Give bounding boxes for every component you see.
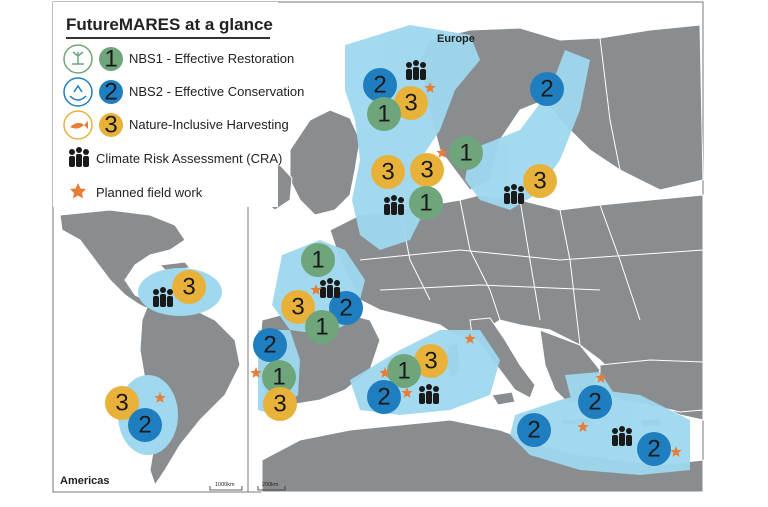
hands-protect-icon xyxy=(63,77,93,107)
site-badge-2: 2 xyxy=(363,68,397,102)
cra-people-icon xyxy=(504,184,524,204)
legend-row-nbs1: 1 NBS1 - Effective Restoration xyxy=(63,44,294,74)
cra-people-icon xyxy=(612,426,632,446)
svg-text:2: 2 xyxy=(263,332,276,359)
legend-label-harvesting: Nature-Inclusive Harvesting xyxy=(129,117,289,132)
svg-text:1: 1 xyxy=(377,101,390,128)
fieldwork-star-icon xyxy=(595,372,607,383)
cra-people-icon xyxy=(384,195,404,215)
harvesting-badge xyxy=(99,113,123,137)
svg-text:3: 3 xyxy=(291,294,304,321)
fieldwork-star-icon xyxy=(577,421,589,432)
legend-label-nbs1: NBS1 - Effective Restoration xyxy=(129,51,294,66)
legend-row-fieldwork: Planned field work xyxy=(70,183,203,200)
svg-text:1: 1 xyxy=(459,140,472,167)
legend-row-harvesting: 3 Nature-Inclusive Harvesting xyxy=(63,110,289,140)
legend-row-nbs2: 2 NBS2 - Effective Conservation xyxy=(63,77,304,107)
svg-text:2: 2 xyxy=(138,412,151,439)
svg-text:2: 2 xyxy=(540,76,553,103)
site-badge-2: 2 xyxy=(253,328,287,362)
site-badge-3: 3 xyxy=(414,344,448,378)
svg-text:2: 2 xyxy=(377,384,390,411)
nbs1-badge xyxy=(99,47,123,71)
site-badge-3: 3 xyxy=(281,290,315,324)
site-badge-3: 3 xyxy=(105,386,139,420)
svg-text:3: 3 xyxy=(533,168,546,195)
site-badge-2: 2 xyxy=(517,413,551,447)
fieldwork-star-icon xyxy=(310,284,322,295)
harvesting-badge-label: 3 xyxy=(104,112,117,139)
site-badge-3: 3 xyxy=(172,270,206,304)
fieldwork-star-icon xyxy=(436,147,448,158)
site-badge-1: 1 xyxy=(305,310,339,344)
site-badge-3: 3 xyxy=(410,153,444,187)
site-badge-2: 2 xyxy=(128,408,162,442)
fieldwork-star-icon xyxy=(670,446,682,457)
site-badge-1: 1 xyxy=(367,97,401,131)
svg-text:3: 3 xyxy=(404,90,417,117)
scalebar-europe: 200km xyxy=(257,482,286,491)
fieldwork-star-icon xyxy=(424,82,436,93)
site-badge-1: 1 xyxy=(262,360,296,394)
site-badge-1: 1 xyxy=(301,243,335,277)
nbs2-badge xyxy=(99,80,123,104)
site-badge-2: 2 xyxy=(578,385,612,419)
svg-text:3: 3 xyxy=(381,159,394,186)
site-badge-1: 1 xyxy=(409,186,443,220)
people-group-icon xyxy=(69,147,89,167)
fieldwork-star-icon xyxy=(154,392,166,403)
svg-text:2: 2 xyxy=(373,72,386,99)
legend-panel xyxy=(53,2,278,207)
cra-people-icon xyxy=(320,278,340,298)
site-badge-2: 2 xyxy=(329,291,363,325)
fieldwork-star-icon xyxy=(464,333,476,344)
svg-text:3: 3 xyxy=(115,390,128,417)
site-badge-2: 2 xyxy=(530,72,564,106)
svg-text:1: 1 xyxy=(419,190,432,217)
site-badge-1: 1 xyxy=(449,136,483,170)
legend-label-nbs2: NBS2 - Effective Conservation xyxy=(129,84,304,99)
legend-row-cra: Climate Risk Assessment (CRA) xyxy=(69,147,282,167)
svg-text:3: 3 xyxy=(182,274,195,301)
site-badge-2: 2 xyxy=(367,380,401,414)
fieldwork-star-icon xyxy=(379,367,391,378)
scalebar-europe-label: 200km xyxy=(262,482,279,488)
page-title: FutureMARES at a glance xyxy=(66,15,273,34)
nbs2-badge-label: 2 xyxy=(104,79,117,106)
region-label-europe: Europe xyxy=(437,33,475,45)
nbs1-badge-label: 1 xyxy=(104,46,117,73)
star-icon xyxy=(70,183,86,199)
site-badge-3: 3 xyxy=(371,155,405,189)
region-label-americas: Americas xyxy=(60,475,110,487)
svg-text:2: 2 xyxy=(588,389,601,416)
cra-people-icon xyxy=(406,60,426,80)
scalebar-americas: 1000km xyxy=(209,482,243,491)
fieldwork-star-icon xyxy=(401,387,413,398)
svg-text:2: 2 xyxy=(647,436,660,463)
site-badge-3: 3 xyxy=(523,164,557,198)
site-badge-3: 3 xyxy=(394,86,428,120)
svg-text:3: 3 xyxy=(420,157,433,184)
legend-label-fieldwork: Planned field work xyxy=(96,185,203,200)
svg-text:2: 2 xyxy=(339,295,352,322)
svg-text:3: 3 xyxy=(424,348,437,375)
svg-text:3: 3 xyxy=(273,391,286,418)
cra-people-icon xyxy=(419,384,439,404)
svg-text:1: 1 xyxy=(397,358,410,385)
svg-text:2: 2 xyxy=(527,417,540,444)
legend-label-cra: Climate Risk Assessment (CRA) xyxy=(96,151,282,166)
site-badge-2: 2 xyxy=(637,432,671,466)
cra-people-icon xyxy=(153,287,173,307)
scalebar-americas-label: 1000km xyxy=(215,482,235,488)
svg-text:1: 1 xyxy=(311,247,324,274)
svg-text:1: 1 xyxy=(272,364,285,391)
site-badge-1: 1 xyxy=(387,354,421,388)
site-badge-3: 3 xyxy=(263,387,297,421)
svg-text:1: 1 xyxy=(315,314,328,341)
fieldwork-star-icon xyxy=(250,367,262,378)
